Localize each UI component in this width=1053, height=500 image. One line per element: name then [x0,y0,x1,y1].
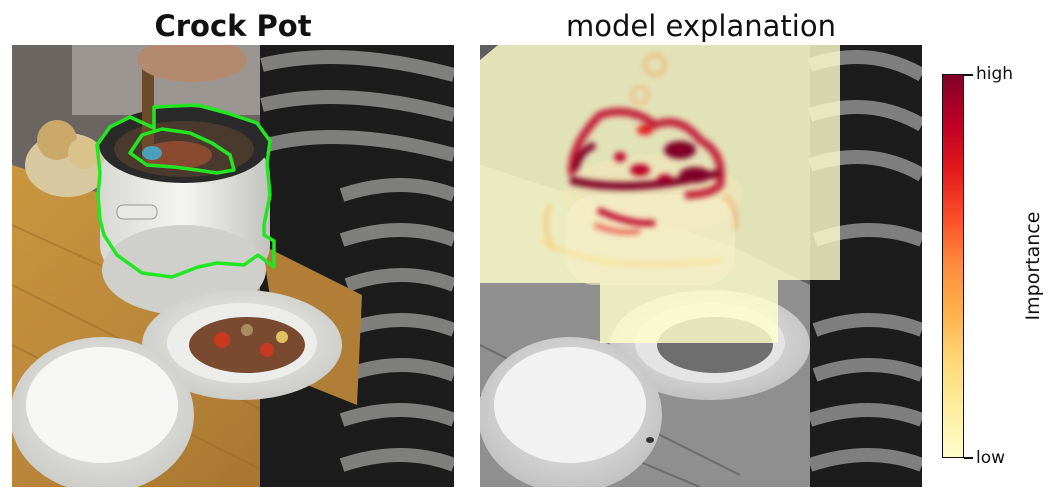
explanation-panel [480,45,922,487]
colorbar-tick-high [964,74,973,76]
colorbar-tick-low [964,457,973,459]
colorbar-axis-label: Importance [1022,211,1044,321]
original-image-panel [12,45,454,487]
colorbar-high-label: high [976,64,1014,84]
importance-heatmap [538,53,739,267]
kitchen-photo [12,45,454,487]
crock-pot-outline [95,103,276,279]
right-panel-title: model explanation [566,9,836,43]
colorbar-gradient [942,74,964,458]
importance-colorbar [942,74,964,458]
colorbar-low-label: low [976,448,1006,468]
left-panel-title: Crock Pot [154,9,312,43]
grayscale-photo-heatmap [480,45,922,487]
